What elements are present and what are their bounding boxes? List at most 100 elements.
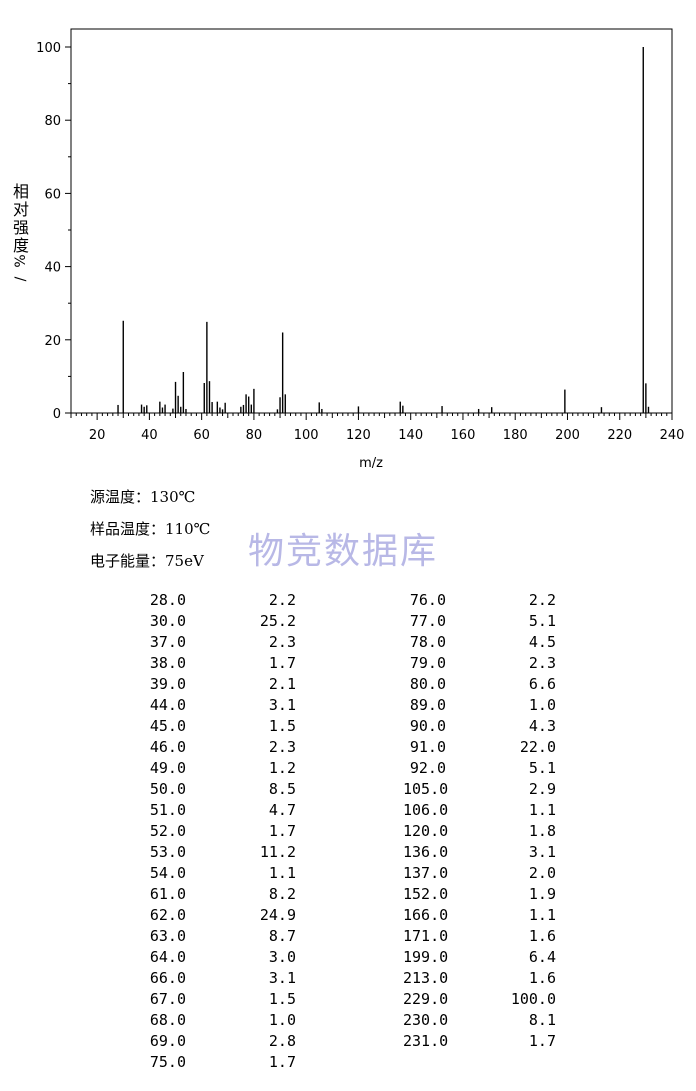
peak-mz: 89.0 bbox=[409, 696, 446, 714]
peak-mz: 39.0 bbox=[149, 675, 186, 693]
x-axis-label: m/z bbox=[359, 456, 383, 471]
peak-abundance: 2.8 bbox=[268, 1032, 296, 1050]
peak-abundance: 1.1 bbox=[528, 801, 556, 819]
peak-abundance: 4.5 bbox=[528, 633, 556, 651]
y-tick-label: 0 bbox=[53, 407, 61, 422]
x-tick-label: 220 bbox=[607, 428, 632, 443]
y-tick-label: 40 bbox=[44, 261, 61, 276]
peak-abundance: 2.3 bbox=[268, 633, 296, 651]
peak-mz: 136.0 bbox=[403, 843, 449, 861]
peak-mz: 79.0 bbox=[409, 654, 446, 672]
x-tick-label: 40 bbox=[141, 428, 158, 443]
peak-mz: 54.0 bbox=[149, 864, 186, 882]
peak-row: 199.0 6.4 bbox=[403, 947, 556, 968]
x-tick-label: 180 bbox=[503, 428, 528, 443]
peak-abundance: 4.7 bbox=[268, 801, 296, 819]
peak-row: 80.0 6.6 bbox=[403, 674, 556, 695]
peak-abundance: 1.7 bbox=[268, 1053, 296, 1071]
peak-mz: 120.0 bbox=[403, 822, 449, 840]
peak-mz: 213.0 bbox=[403, 969, 449, 987]
peak-mz: 76.0 bbox=[409, 591, 446, 609]
peak-row: 92.0 5.1 bbox=[403, 758, 556, 779]
peak-row: 62.0 24.9 bbox=[143, 905, 296, 926]
peak-mz: 230.0 bbox=[403, 1011, 449, 1029]
electron-energy: 电子能量：75eV bbox=[90, 552, 204, 570]
plot-frame bbox=[70, 28, 673, 414]
peak-row: 230.0 8.1 bbox=[403, 1010, 556, 1031]
peak-row: 53.0 11.2 bbox=[143, 842, 296, 863]
peak-abundance: 1.0 bbox=[528, 696, 556, 714]
peak-abundance: 1.1 bbox=[528, 906, 556, 924]
peak-row: 105.0 2.9 bbox=[403, 779, 556, 800]
peak-row: 76.0 2.2 bbox=[403, 590, 556, 611]
peak-abundance: 1.0 bbox=[268, 1011, 296, 1029]
peak-abundance: 2.0 bbox=[528, 864, 556, 882]
peak-row: 213.0 1.6 bbox=[403, 968, 556, 989]
peak-row: 231.0 1.7 bbox=[403, 1031, 556, 1052]
peak-mz: 92.0 bbox=[409, 759, 446, 777]
peak-row: 89.0 1.0 bbox=[403, 695, 556, 716]
peak-abundance: 4.3 bbox=[528, 717, 556, 735]
spectrum-bars bbox=[117, 47, 650, 413]
peak-mz: 38.0 bbox=[149, 654, 186, 672]
peak-abundance: 1.7 bbox=[528, 1032, 556, 1050]
peak-mz: 30.0 bbox=[149, 612, 186, 630]
peak-abundance: 1.5 bbox=[268, 717, 296, 735]
peak-mz: 105.0 bbox=[403, 780, 449, 798]
peak-abundance: 8.2 bbox=[268, 885, 296, 903]
y-label-char: % bbox=[13, 254, 29, 267]
peak-mz: 166.0 bbox=[403, 906, 449, 924]
peak-row: 68.0 1.0 bbox=[143, 1010, 296, 1031]
peak-mz: 69.0 bbox=[149, 1032, 186, 1050]
peak-mz: 46.0 bbox=[149, 738, 186, 756]
peak-mz: 64.0 bbox=[149, 948, 186, 966]
peak-mz: 61.0 bbox=[149, 885, 186, 903]
x-tick-label: 60 bbox=[193, 428, 210, 443]
peak-mz: 231.0 bbox=[403, 1032, 449, 1050]
peak-mz: 66.0 bbox=[149, 969, 186, 987]
peak-row: 50.0 8.5 bbox=[143, 779, 296, 800]
peak-abundance: 1.9 bbox=[528, 885, 556, 903]
y-tick-label: 100 bbox=[36, 41, 61, 56]
peak-row: 52.0 1.7 bbox=[143, 821, 296, 842]
peak-abundance: 100.0 bbox=[510, 990, 556, 1008]
peak-mz: 171.0 bbox=[403, 927, 449, 945]
peak-row: 137.0 2.0 bbox=[403, 863, 556, 884]
peak-mz: 51.0 bbox=[149, 801, 186, 819]
peak-table-right-column: 76.0 2.2 77.0 5.1 78.0 4.5 79.0 2.3 80.0 6.6 89.0 1… bbox=[403, 590, 556, 1052]
peak-row: 229.0 100.0 bbox=[403, 989, 556, 1010]
x-tick-label: 240 bbox=[660, 428, 685, 443]
peak-row: 49.0 1.2 bbox=[143, 758, 296, 779]
x-tick-label: 100 bbox=[294, 428, 319, 443]
peak-abundance: 8.7 bbox=[268, 927, 296, 945]
peak-mz: 137.0 bbox=[403, 864, 449, 882]
peak-row: 38.0 1.7 bbox=[143, 653, 296, 674]
peak-mz: 229.0 bbox=[403, 990, 449, 1008]
y-tick-label: 60 bbox=[44, 187, 61, 202]
x-tick-label: 80 bbox=[246, 428, 263, 443]
peak-mz: 37.0 bbox=[149, 633, 186, 651]
peak-abundance: 1.6 bbox=[528, 969, 556, 987]
peak-mz: 50.0 bbox=[149, 780, 186, 798]
peak-row: 30.0 25.2 bbox=[143, 611, 296, 632]
peak-abundance: 1.2 bbox=[268, 759, 296, 777]
peak-row: 44.0 3.1 bbox=[143, 695, 296, 716]
x-tick-label: 140 bbox=[398, 428, 423, 443]
peak-mz: 63.0 bbox=[149, 927, 186, 945]
peak-abundance: 2.3 bbox=[528, 654, 556, 672]
peak-row: 61.0 8.2 bbox=[143, 884, 296, 905]
watermark: 物竞数据库 bbox=[248, 531, 439, 572]
y-axis: 0 20 40 60 80 100 bbox=[36, 41, 71, 422]
peak-row: 120.0 1.8 bbox=[403, 821, 556, 842]
peak-abundance: 1.1 bbox=[268, 864, 296, 882]
peak-abundance: 3.1 bbox=[268, 696, 296, 714]
peak-abundance: 1.7 bbox=[268, 822, 296, 840]
peak-abundance: 5.1 bbox=[528, 759, 556, 777]
peak-mz: 199.0 bbox=[403, 948, 449, 966]
peak-abundance: 8.5 bbox=[268, 780, 296, 798]
peak-mz: 67.0 bbox=[149, 990, 186, 1008]
peak-abundance: 6.6 bbox=[528, 675, 556, 693]
peak-row: 67.0 1.5 bbox=[143, 989, 296, 1010]
